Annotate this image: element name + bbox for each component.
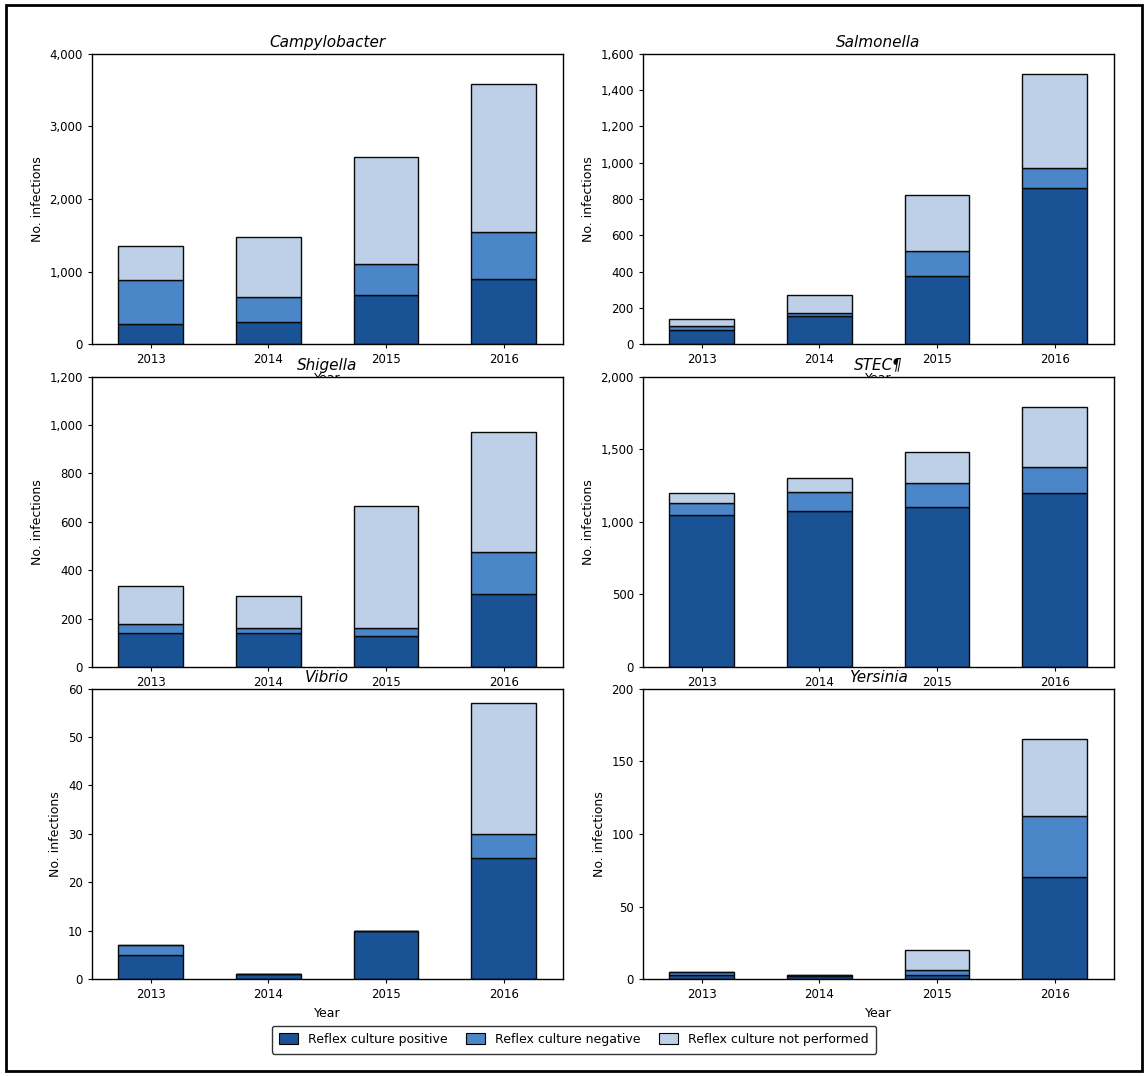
Bar [905,277,969,344]
X-axis label: Year: Year [864,695,892,708]
Bar [472,279,536,344]
Bar [669,493,734,502]
Bar [1023,467,1087,493]
Bar [118,633,183,667]
Bar [236,596,301,628]
Y-axis label: No. infections: No. infections [31,156,44,242]
Bar [118,280,183,324]
Bar [118,955,183,979]
Bar [354,931,418,979]
Bar [669,326,734,329]
Title: Shigella: Shigella [297,357,357,372]
Bar [354,506,418,628]
Bar [788,478,852,492]
Bar [118,946,183,955]
Bar [236,628,301,633]
Bar [354,295,418,344]
Bar [118,586,183,624]
Bar [788,295,852,313]
X-axis label: Year: Year [313,1007,341,1020]
Bar [905,950,969,971]
Bar [472,704,536,834]
Bar [788,511,852,667]
Bar [472,859,536,979]
Title: Vibrio: Vibrio [305,669,349,684]
Bar [354,636,418,667]
Y-axis label: No. infections: No. infections [31,479,44,565]
Legend: Reflex culture positive, Reflex culture negative, Reflex culture not performed: Reflex culture positive, Reflex culture … [272,1025,876,1053]
Title: Salmonella: Salmonella [836,34,921,49]
Bar [669,329,734,344]
Bar [788,316,852,344]
Title: STEC¶: STEC¶ [854,357,902,372]
Bar [669,502,734,514]
Bar [354,628,418,636]
X-axis label: Year: Year [313,695,341,708]
Bar [905,251,969,277]
Bar [354,157,418,265]
Bar [1023,878,1087,979]
Bar [118,246,183,280]
Bar [1023,168,1087,188]
Y-axis label: No. infections: No. infections [594,791,606,877]
Bar [669,514,734,667]
Bar [472,433,536,552]
Bar [472,84,536,231]
Bar [472,834,536,859]
Bar [1023,817,1087,878]
Bar [905,975,969,979]
Bar [905,508,969,667]
Bar [905,452,969,483]
Y-axis label: No. infections: No. infections [582,479,595,565]
Bar [788,313,852,316]
X-axis label: Year: Year [313,372,341,385]
Y-axis label: No. infections: No. infections [582,156,595,242]
Bar [236,297,301,322]
Y-axis label: No. infections: No. infections [49,791,62,877]
Bar [1023,407,1087,467]
X-axis label: Year: Year [864,372,892,385]
Bar [788,492,852,511]
Bar [905,196,969,251]
Bar [905,971,969,975]
Bar [472,594,536,667]
Bar [669,318,734,326]
Bar [236,633,301,667]
Bar [472,231,536,279]
Bar [236,237,301,297]
Bar [669,972,734,975]
Title: Campylobacter: Campylobacter [269,34,386,49]
X-axis label: Year: Year [864,1007,892,1020]
Bar [905,483,969,508]
Bar [472,552,536,594]
Bar [669,975,734,979]
Bar [1023,74,1087,168]
Bar [788,976,852,979]
Bar [1023,188,1087,344]
Bar [788,975,852,976]
Bar [236,322,301,344]
Bar [118,324,183,344]
Bar [118,624,183,633]
Bar [1023,739,1087,817]
Bar [236,975,301,979]
Bar [354,265,418,295]
Bar [1023,493,1087,667]
Title: Yersinia: Yersinia [848,669,908,684]
